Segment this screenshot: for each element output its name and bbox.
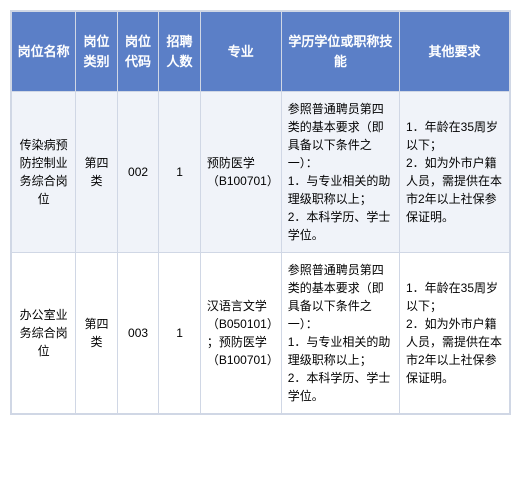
table-row: 办公室业务综合岗位 第四类 003 1 汉语言文学（B050101）；预防医学（… <box>12 253 510 414</box>
table-body: 传染病预防控制业务综合岗位 第四类 002 1 预防医学（B100701） 参照… <box>12 92 510 414</box>
table: 岗位名称 岗位类别 岗位代码 招聘人数 专业 学历学位或职称技能 其他要求 传染… <box>11 11 510 414</box>
cell-qual: 参照普通聘员第四类的基本要求（即具备以下条件之一）：1．与专业相关的助理级职称以… <box>281 253 399 414</box>
cell-name: 传染病预防控制业务综合岗位 <box>12 92 76 253</box>
cell-name: 办公室业务综合岗位 <box>12 253 76 414</box>
col-header-code: 岗位代码 <box>117 12 159 92</box>
col-header-count: 招聘人数 <box>159 12 201 92</box>
col-header-type: 岗位类别 <box>76 12 118 92</box>
cell-qual: 参照普通聘员第四类的基本要求（即具备以下条件之一）：1．与专业相关的助理级职称以… <box>281 92 399 253</box>
cell-type: 第四类 <box>76 253 118 414</box>
cell-code: 002 <box>117 92 159 253</box>
recruitment-table: 岗位名称 岗位类别 岗位代码 招聘人数 专业 学历学位或职称技能 其他要求 传染… <box>10 10 511 415</box>
cell-major: 预防医学（B100701） <box>200 92 281 253</box>
col-header-other: 其他要求 <box>400 12 510 92</box>
cell-count: 1 <box>159 92 201 253</box>
cell-code: 003 <box>117 253 159 414</box>
cell-count: 1 <box>159 253 201 414</box>
col-header-major: 专业 <box>200 12 281 92</box>
col-header-qual: 学历学位或职称技能 <box>281 12 399 92</box>
cell-other: 1．年龄在35周岁以下；2．如为外市户籍人员，需提供在本市2年以上社保参保证明。 <box>400 92 510 253</box>
cell-type: 第四类 <box>76 92 118 253</box>
cell-major: 汉语言文学（B050101）；预防医学（B100701） <box>200 253 281 414</box>
col-header-name: 岗位名称 <box>12 12 76 92</box>
table-header: 岗位名称 岗位类别 岗位代码 招聘人数 专业 学历学位或职称技能 其他要求 <box>12 12 510 92</box>
table-row: 传染病预防控制业务综合岗位 第四类 002 1 预防医学（B100701） 参照… <box>12 92 510 253</box>
cell-other: 1．年龄在35周岁以下；2．如为外市户籍人员，需提供在本市2年以上社保参保证明。 <box>400 253 510 414</box>
